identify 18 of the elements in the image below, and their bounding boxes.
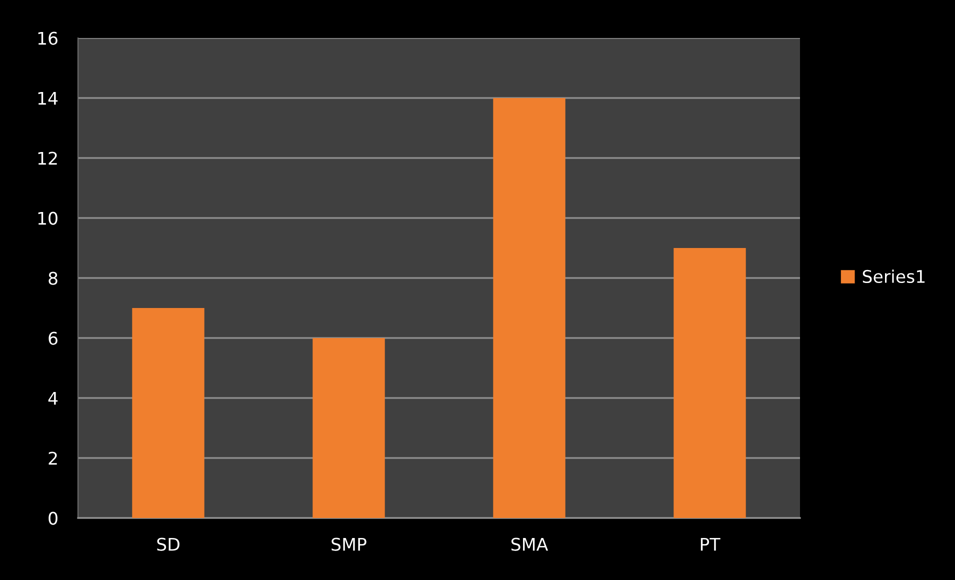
x-tick-label: SD [157, 538, 180, 551]
y-tick-label: 4 [48, 392, 58, 405]
y-tick-label: 8 [48, 272, 58, 285]
bar [312, 338, 385, 518]
x-tick-label: SMP [332, 538, 366, 551]
x-tick-label: PT [700, 538, 720, 551]
y-tick-label: 12 [38, 152, 57, 165]
y-tick-label: 10 [38, 212, 58, 225]
legend-label: Series1 [862, 270, 925, 284]
x-tick-label: SMA [511, 538, 548, 551]
y-tick-label: 2 [48, 452, 57, 465]
bar [132, 308, 204, 518]
y-tick-label: 14 [38, 92, 58, 105]
y-tick-label: 16 [38, 32, 58, 45]
y-tick-label: 0 [48, 512, 58, 525]
y-tick-label: 6 [48, 332, 58, 345]
bar [674, 248, 746, 518]
bar [493, 98, 566, 518]
